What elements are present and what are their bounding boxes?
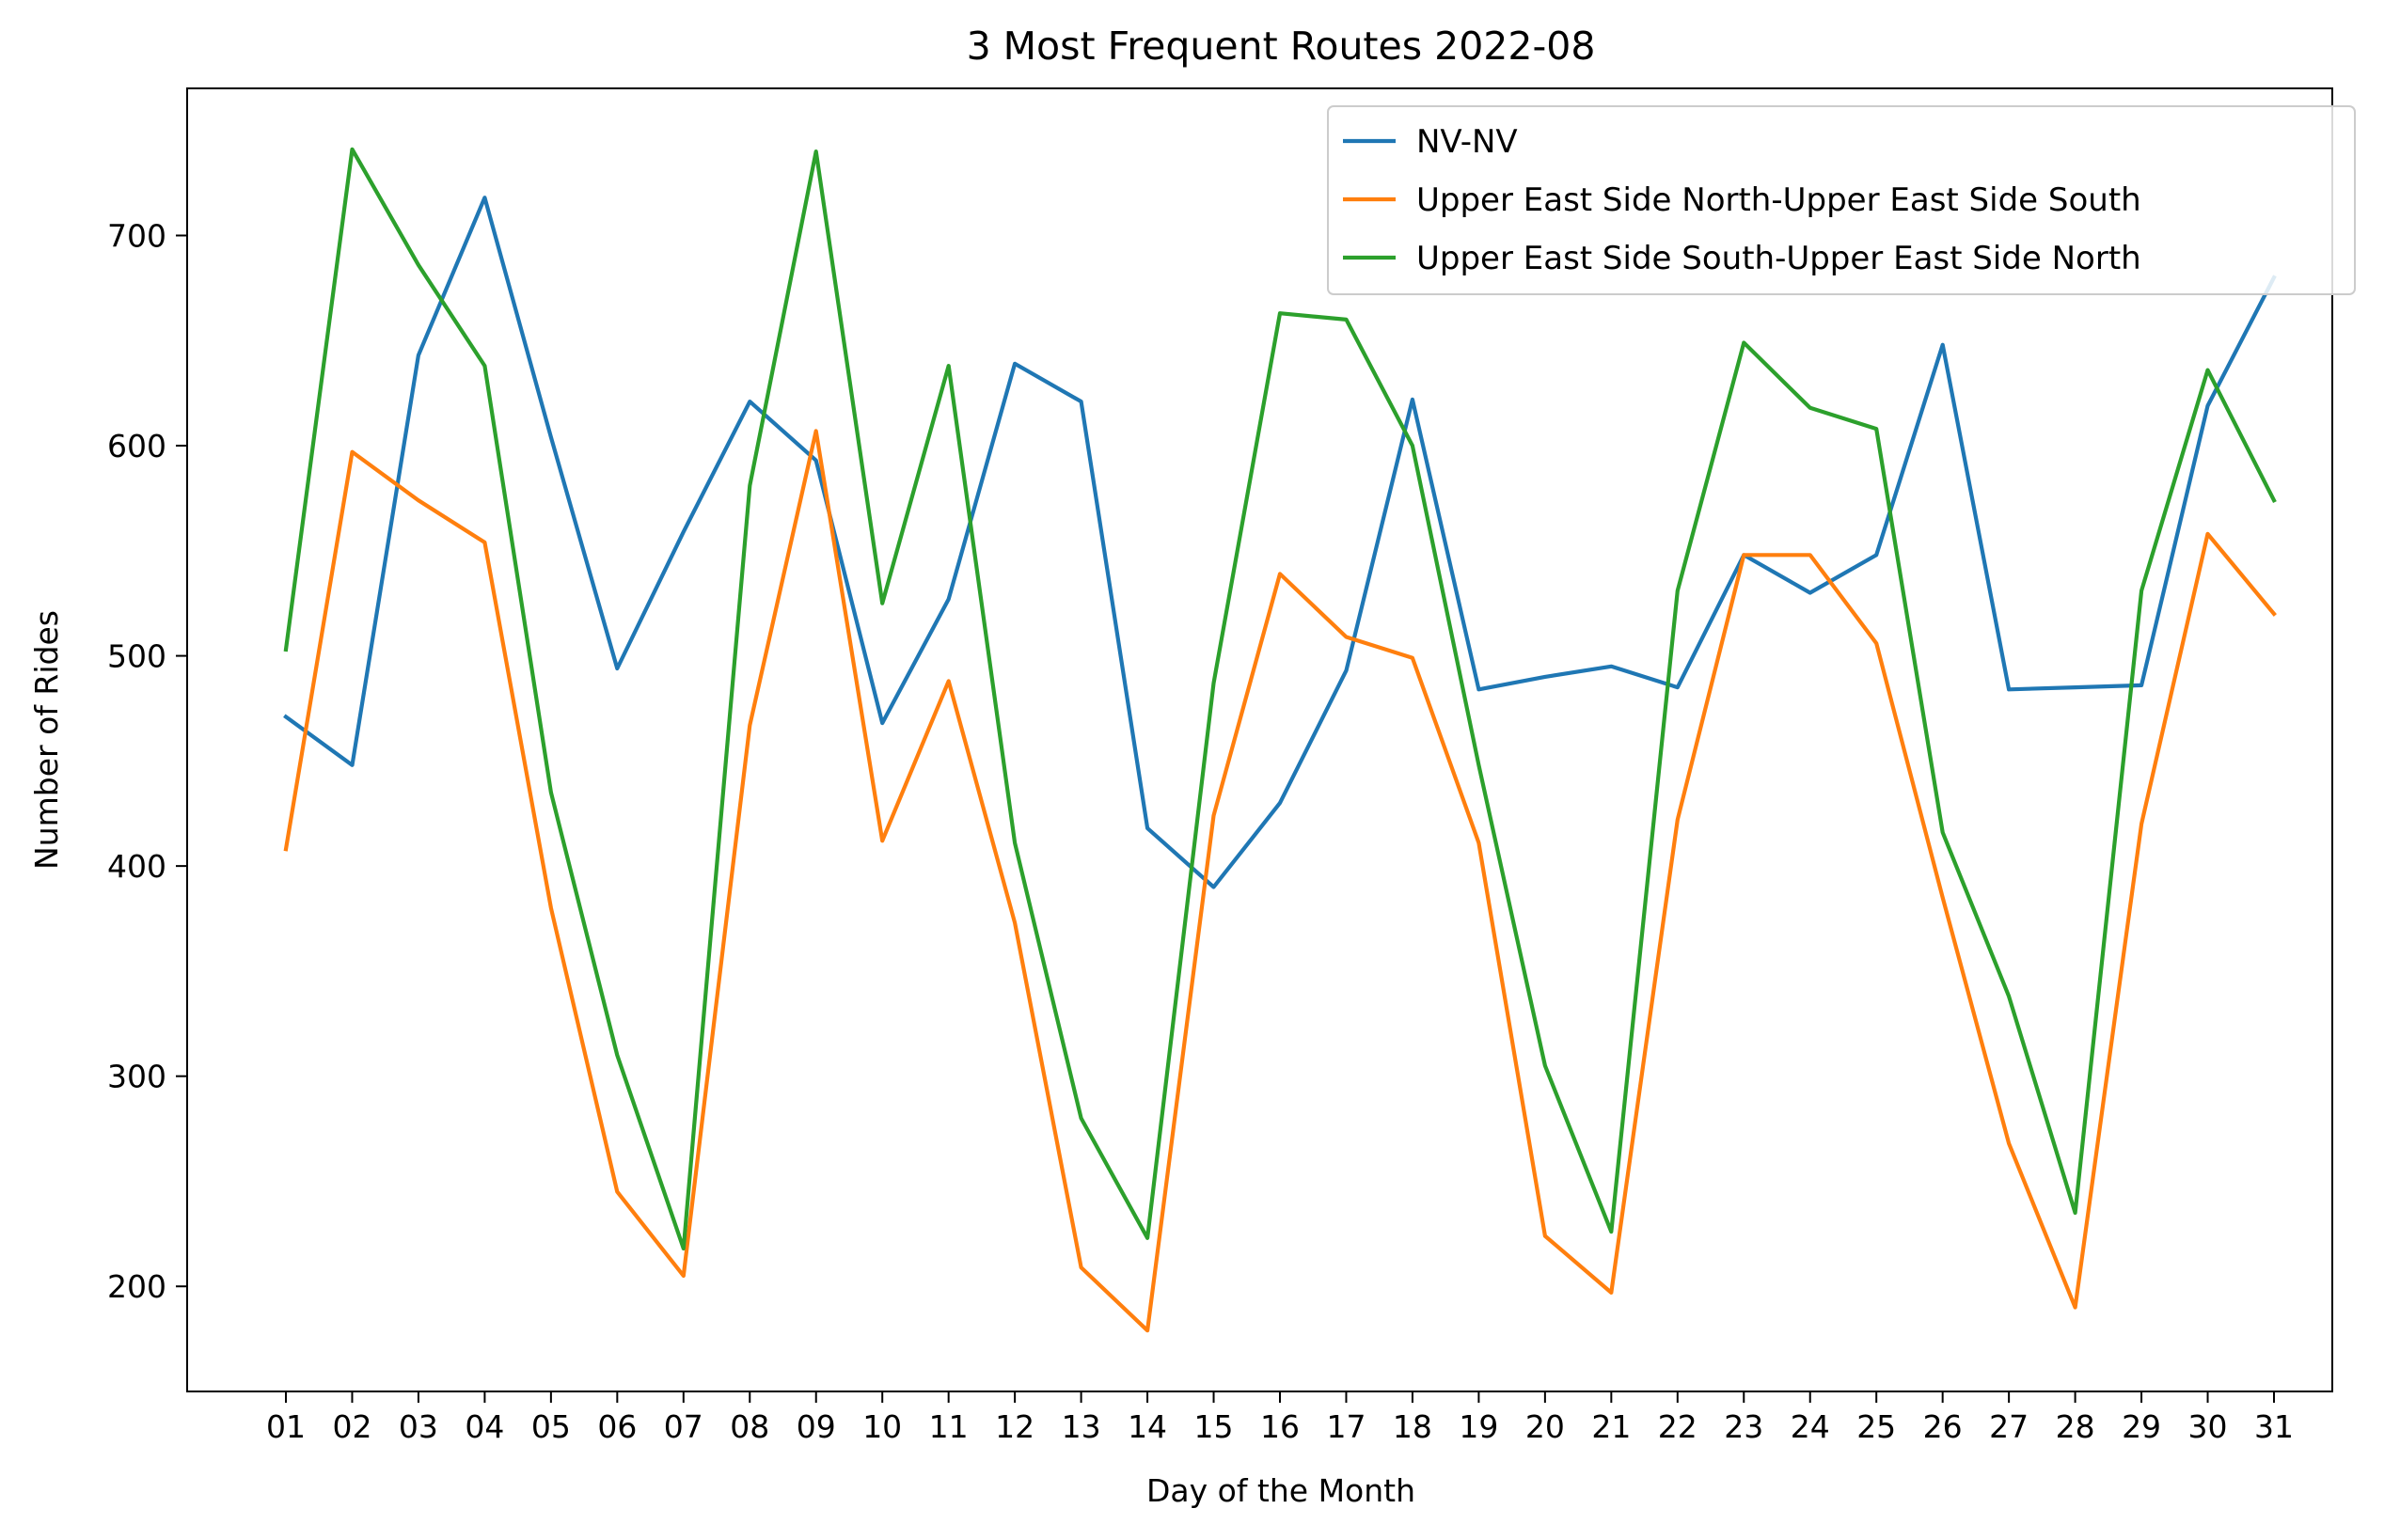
plot-frame bbox=[186, 87, 2333, 1392]
legend-label-0: NV-NV bbox=[1416, 123, 1518, 161]
x-tick-label: 03 bbox=[399, 1408, 438, 1445]
x-tick-label: 18 bbox=[1393, 1408, 1432, 1445]
x-tick-label: 12 bbox=[995, 1408, 1034, 1445]
x-tick-label: 31 bbox=[2254, 1408, 2294, 1445]
x-tick-label: 09 bbox=[797, 1408, 836, 1445]
legend-label-1: Upper East Side North-Upper East Side So… bbox=[1416, 181, 2141, 219]
x-tick-label: 19 bbox=[1459, 1408, 1498, 1445]
y-axis-label: Number of Rides bbox=[28, 610, 65, 870]
x-tick-label: 02 bbox=[332, 1408, 371, 1445]
x-tick-label: 08 bbox=[730, 1408, 769, 1445]
x-tick-label: 26 bbox=[1923, 1408, 1963, 1445]
chart-title: 3 Most Frequent Routes 2022-08 bbox=[967, 24, 1596, 69]
x-tick-label: 14 bbox=[1128, 1408, 1167, 1445]
x-tick-label: 10 bbox=[862, 1408, 902, 1445]
y-tick-label: 500 bbox=[107, 638, 166, 675]
x-tick-label: 20 bbox=[1525, 1408, 1565, 1445]
y-tick-label: 600 bbox=[107, 428, 166, 464]
x-tick-label: 23 bbox=[1724, 1408, 1763, 1445]
x-tick-label: 28 bbox=[2056, 1408, 2095, 1445]
x-tick-label: 30 bbox=[2188, 1408, 2228, 1445]
x-tick-label: 24 bbox=[1791, 1408, 1830, 1445]
x-tick-label: 11 bbox=[929, 1408, 969, 1445]
x-tick-label: 06 bbox=[597, 1408, 637, 1445]
x-tick-label: 21 bbox=[1591, 1408, 1631, 1445]
x-tick-label: 15 bbox=[1194, 1408, 1234, 1445]
x-tick-label: 22 bbox=[1658, 1408, 1697, 1445]
x-tick-label: 16 bbox=[1260, 1408, 1300, 1445]
series-line-0 bbox=[283, 196, 2277, 889]
x-axis-ticks: 01 02 03 04 05 06 07 08 09 10 11 12 13 14 15 16 17 18 19 20… bbox=[266, 1391, 2294, 1445]
legend-box bbox=[1327, 105, 2356, 295]
series-line-2 bbox=[283, 147, 2277, 1251]
series-layer bbox=[283, 147, 2277, 1333]
x-axis-label: Day of the Month bbox=[1146, 1472, 1415, 1509]
x-tick-label: 17 bbox=[1326, 1408, 1366, 1445]
y-tick-label: 200 bbox=[107, 1268, 166, 1305]
legend-label-2: Upper East Side South-Upper East Side No… bbox=[1416, 240, 2141, 277]
x-tick-label: 25 bbox=[1856, 1408, 1896, 1445]
x-tick-label: 07 bbox=[664, 1408, 703, 1445]
y-tick-label: 400 bbox=[107, 848, 166, 885]
x-tick-label: 04 bbox=[465, 1408, 504, 1445]
legend: NV-NV Upper East Side North-Upper East Si… bbox=[1327, 105, 2356, 295]
y-tick-label: 300 bbox=[107, 1059, 166, 1095]
x-tick-label: 13 bbox=[1062, 1408, 1101, 1445]
x-tick-label: 27 bbox=[1989, 1408, 2029, 1445]
x-tick-label: 01 bbox=[266, 1408, 306, 1445]
x-tick-label: 29 bbox=[2122, 1408, 2161, 1445]
y-tick-label: 700 bbox=[107, 217, 166, 254]
x-tick-label: 05 bbox=[531, 1408, 571, 1445]
y-axis-ticks: 200 300 400 500 600 700 bbox=[107, 217, 187, 1305]
series-line-1 bbox=[283, 429, 2277, 1333]
